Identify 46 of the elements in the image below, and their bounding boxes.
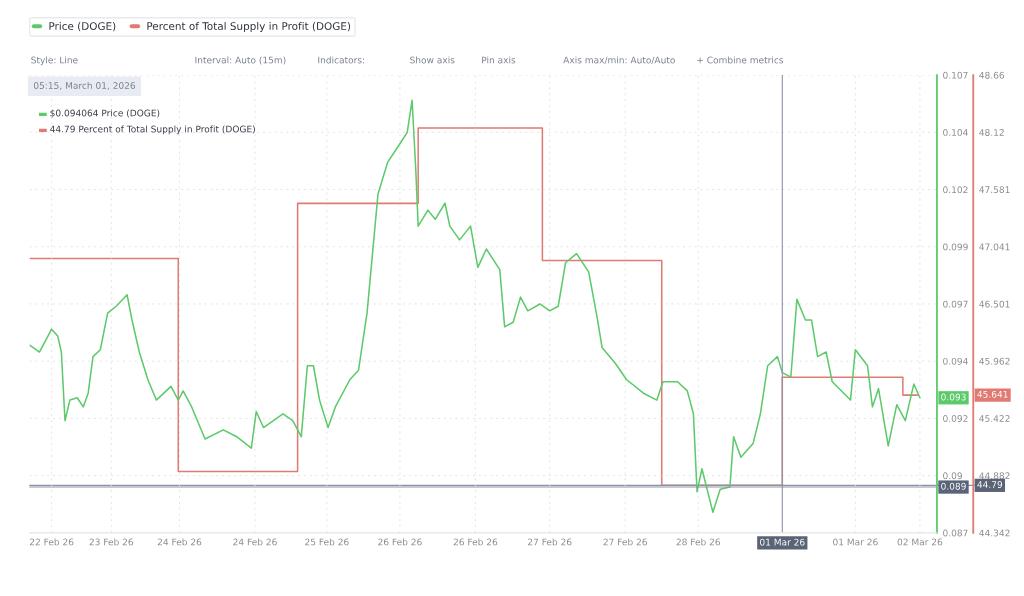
y2-tick-label: 48.66 <box>979 71 1005 79</box>
y-tick-label: 0.107 <box>943 71 968 79</box>
x-tick-label: 27 Feb 26 <box>528 538 572 546</box>
x-tick-label: 24 Feb 26 <box>233 538 277 546</box>
x-tick-label: 26 Feb 26 <box>453 538 498 546</box>
text: Pin axis <box>482 56 516 64</box>
annotation: 05:15, March 01, 2026 <box>33 81 136 90</box>
y2-tick-label: 46.501 <box>979 300 1010 308</box>
text: Show axis <box>410 56 455 64</box>
legend-label: Price (DOGE) <box>49 21 116 32</box>
y-tick-label: 0.094 <box>943 357 968 365</box>
x-tick-label: 02 Mar 26 <box>897 538 943 546</box>
x-tick-label: 27 Feb 26 <box>603 538 647 546</box>
text: Style: Line <box>31 56 78 66</box>
text: 45.641 <box>977 390 1008 398</box>
x-tick-label: 22 Feb 26 <box>29 538 74 546</box>
y2-tick-label: 45.962 <box>979 357 1010 365</box>
x-tick-label: 26 Feb 26 <box>378 538 422 546</box>
y2-tick-label: 48.12 <box>979 129 1004 136</box>
x-tick-label: 24 Feb 26 <box>157 538 202 546</box>
annotation: 44.79 Percent of Total Supply in Profit (DOGE) <box>50 125 255 135</box>
x-tick-label: 23 Feb 26 <box>89 538 134 546</box>
x-tick-label: 01 Mar 26 <box>833 538 878 546</box>
y-tick-label: 0.097 <box>943 300 968 308</box>
y-tick-label: 0.102 <box>943 186 968 194</box>
text: Interval: Auto (15m) <box>195 56 286 65</box>
y-tick-label: 0.104 <box>943 129 968 136</box>
x-tick-label: 28 Feb 26 <box>676 538 721 546</box>
y-tick-label: 0.099 <box>943 243 968 251</box>
y2-tick-label: 44.882 <box>979 472 1010 480</box>
text: + Combine metrics <box>697 56 784 64</box>
annotation: $0.094064 Price (DOGE) <box>50 109 160 118</box>
y2-tick-label: 45.422 <box>979 415 1010 422</box>
y-tick-label: 0.09 <box>943 472 962 480</box>
y2-tick-label: 47.041 <box>979 243 1010 251</box>
text: Indicators: <box>318 56 365 64</box>
legend-label: Percent of Total Supply in Profit (DOGE) <box>147 21 351 33</box>
ref-line-label: 0.089 <box>941 482 966 490</box>
y-tick-label: 0.092 <box>943 415 968 422</box>
y-tick-label: 0.087 <box>943 529 968 537</box>
text: Axis max/min: Auto/Auto <box>563 56 675 65</box>
y2-tick-label: 47.581 <box>979 186 1010 194</box>
text: 0.093 <box>941 393 966 401</box>
x-tick-label: 25 Feb 26 <box>305 538 349 546</box>
ref-line-label: 44.79 <box>977 481 1003 488</box>
y2-tick-label: 44.342 <box>979 529 1010 537</box>
